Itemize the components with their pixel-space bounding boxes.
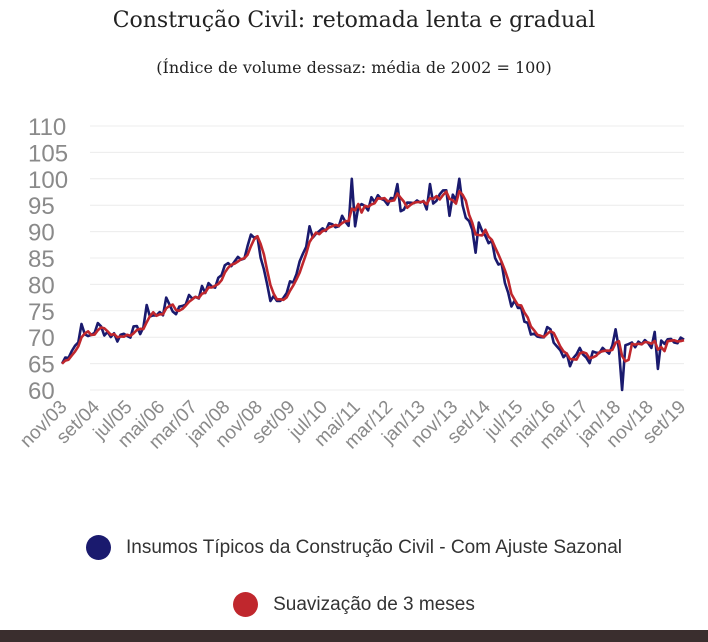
series-line-raw [60,177,685,392]
series-line-smoothed [61,190,685,365]
y-tick-label: 85 [28,246,55,273]
legend-marker-raw [86,535,111,560]
y-tick-label: 100 [28,167,68,194]
y-tick-label: 105 [28,140,68,167]
chart-subtitle: (Índice de volume dessaz: média de 2002 … [156,58,552,77]
series-lines [60,177,685,392]
y-tick-label: 110 [28,114,66,141]
x-axis-tick-labels: nov/03set/04jul/05mai/06mar/07jan/08nov/… [16,396,690,453]
y-tick-label: 75 [28,299,55,326]
y-tick-label: 60 [28,378,55,405]
legend-label-smoothed: Suavização de 3 meses [273,593,475,615]
y-tick-label: 70 [28,325,55,352]
legend-marker-smoothed [233,592,259,617]
gridlines [90,125,684,391]
legend-item-raw: Insumos Típicos da Construção Civil - Co… [0,535,708,560]
y-tick-label: 65 [28,352,55,379]
y-tick-label: 80 [28,272,55,299]
y-tick-label: 95 [28,193,55,220]
legend-label-raw: Insumos Típicos da Construção Civil - Co… [126,536,622,558]
bottom-bar [0,630,708,642]
legend-item-smoothed: Suavização de 3 meses [0,592,708,617]
chart-title: Construção Civil: retomada lenta e gradu… [112,8,596,33]
y-tick-label: 90 [28,220,55,247]
